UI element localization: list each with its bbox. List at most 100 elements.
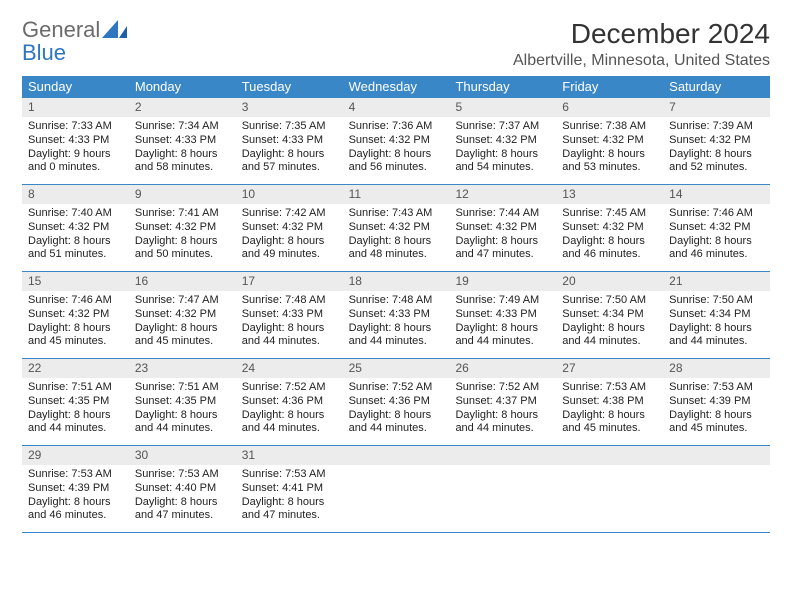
calendar-day-cell: [449, 446, 556, 532]
day-number: 13: [556, 185, 663, 204]
dow-tuesday: Tuesday: [236, 76, 343, 97]
day-body: Sunrise: 7:53 AMSunset: 4:41 PMDaylight:…: [236, 465, 343, 528]
sunset-text: Sunset: 4:34 PM: [562, 308, 657, 322]
day-body: Sunrise: 7:43 AMSunset: 4:32 PMDaylight:…: [343, 204, 450, 267]
sunrise-text: Sunrise: 7:46 AM: [28, 294, 123, 308]
daylight-text: Daylight: 8 hours and 46 minutes.: [28, 496, 123, 524]
day-body: Sunrise: 7:47 AMSunset: 4:32 PMDaylight:…: [129, 291, 236, 354]
sunset-text: Sunset: 4:39 PM: [28, 482, 123, 496]
calendar-day-cell: 20Sunrise: 7:50 AMSunset: 4:34 PMDayligh…: [556, 272, 663, 358]
calendar-day-cell: [556, 446, 663, 532]
calendar-grid: Sunday Monday Tuesday Wednesday Thursday…: [22, 76, 770, 533]
sunrise-text: Sunrise: 7:34 AM: [135, 120, 230, 134]
title-block: December 2024 Albertville, Minnesota, Un…: [513, 18, 770, 70]
day-body: [449, 465, 556, 525]
calendar-week-row: 22Sunrise: 7:51 AMSunset: 4:35 PMDayligh…: [22, 358, 770, 445]
sunset-text: Sunset: 4:32 PM: [28, 308, 123, 322]
sunrise-text: Sunrise: 7:41 AM: [135, 207, 230, 221]
month-title: December 2024: [513, 18, 770, 50]
calendar-day-cell: 30Sunrise: 7:53 AMSunset: 4:40 PMDayligh…: [129, 446, 236, 532]
calendar-day-cell: 24Sunrise: 7:52 AMSunset: 4:36 PMDayligh…: [236, 359, 343, 445]
day-number: [449, 446, 556, 465]
sunset-text: Sunset: 4:33 PM: [28, 134, 123, 148]
day-number: 30: [129, 446, 236, 465]
sunset-text: Sunset: 4:32 PM: [242, 221, 337, 235]
calendar-day-cell: 12Sunrise: 7:44 AMSunset: 4:32 PMDayligh…: [449, 185, 556, 271]
sunset-text: Sunset: 4:33 PM: [349, 308, 444, 322]
daylight-text: Daylight: 8 hours and 44 minutes.: [349, 409, 444, 437]
sunset-text: Sunset: 4:33 PM: [455, 308, 550, 322]
day-number: 19: [449, 272, 556, 291]
daylight-text: Daylight: 8 hours and 52 minutes.: [669, 148, 764, 176]
sunrise-text: Sunrise: 7:33 AM: [28, 120, 123, 134]
sunset-text: Sunset: 4:32 PM: [669, 134, 764, 148]
daylight-text: Daylight: 8 hours and 45 minutes.: [562, 409, 657, 437]
calendar-day-cell: 3Sunrise: 7:35 AMSunset: 4:33 PMDaylight…: [236, 98, 343, 184]
sunrise-text: Sunrise: 7:48 AM: [349, 294, 444, 308]
daylight-text: Daylight: 8 hours and 44 minutes.: [349, 322, 444, 350]
day-number: 24: [236, 359, 343, 378]
dow-saturday: Saturday: [663, 76, 770, 97]
day-body: Sunrise: 7:53 AMSunset: 4:38 PMDaylight:…: [556, 378, 663, 441]
daylight-text: Daylight: 8 hours and 44 minutes.: [669, 322, 764, 350]
page-header: General Blue December 2024 Albertville, …: [22, 18, 770, 70]
calendar-week-row: 1Sunrise: 7:33 AMSunset: 4:33 PMDaylight…: [22, 97, 770, 184]
day-number: 8: [22, 185, 129, 204]
daylight-text: Daylight: 8 hours and 57 minutes.: [242, 148, 337, 176]
sunset-text: Sunset: 4:32 PM: [455, 221, 550, 235]
day-number: 10: [236, 185, 343, 204]
sunrise-text: Sunrise: 7:43 AM: [349, 207, 444, 221]
day-body: Sunrise: 7:36 AMSunset: 4:32 PMDaylight:…: [343, 117, 450, 180]
day-body: Sunrise: 7:53 AMSunset: 4:39 PMDaylight:…: [663, 378, 770, 441]
day-number: 29: [22, 446, 129, 465]
sunset-text: Sunset: 4:32 PM: [669, 221, 764, 235]
day-body: Sunrise: 7:40 AMSunset: 4:32 PMDaylight:…: [22, 204, 129, 267]
day-body: Sunrise: 7:52 AMSunset: 4:36 PMDaylight:…: [343, 378, 450, 441]
daylight-text: Daylight: 8 hours and 44 minutes.: [455, 409, 550, 437]
sunset-text: Sunset: 4:35 PM: [135, 395, 230, 409]
sunset-text: Sunset: 4:33 PM: [135, 134, 230, 148]
sunrise-text: Sunrise: 7:52 AM: [242, 381, 337, 395]
sunset-text: Sunset: 4:38 PM: [562, 395, 657, 409]
day-body: Sunrise: 7:41 AMSunset: 4:32 PMDaylight:…: [129, 204, 236, 267]
day-number: [343, 446, 450, 465]
daylight-text: Daylight: 8 hours and 53 minutes.: [562, 148, 657, 176]
day-body: Sunrise: 7:50 AMSunset: 4:34 PMDaylight:…: [556, 291, 663, 354]
day-body: Sunrise: 7:52 AMSunset: 4:36 PMDaylight:…: [236, 378, 343, 441]
calendar-day-cell: 11Sunrise: 7:43 AMSunset: 4:32 PMDayligh…: [343, 185, 450, 271]
day-number: 26: [449, 359, 556, 378]
calendar-day-cell: 6Sunrise: 7:38 AMSunset: 4:32 PMDaylight…: [556, 98, 663, 184]
day-number: 27: [556, 359, 663, 378]
sunrise-text: Sunrise: 7:42 AM: [242, 207, 337, 221]
sunset-text: Sunset: 4:32 PM: [455, 134, 550, 148]
day-body: Sunrise: 7:51 AMSunset: 4:35 PMDaylight:…: [22, 378, 129, 441]
dow-wednesday: Wednesday: [343, 76, 450, 97]
day-number: 5: [449, 98, 556, 117]
sunset-text: Sunset: 4:32 PM: [135, 308, 230, 322]
sunset-text: Sunset: 4:34 PM: [669, 308, 764, 322]
calendar-day-cell: 27Sunrise: 7:53 AMSunset: 4:38 PMDayligh…: [556, 359, 663, 445]
calendar-day-cell: 28Sunrise: 7:53 AMSunset: 4:39 PMDayligh…: [663, 359, 770, 445]
sunrise-text: Sunrise: 7:50 AM: [669, 294, 764, 308]
daylight-text: Daylight: 8 hours and 46 minutes.: [562, 235, 657, 263]
day-number: 16: [129, 272, 236, 291]
calendar-week-row: 8Sunrise: 7:40 AMSunset: 4:32 PMDaylight…: [22, 184, 770, 271]
sunset-text: Sunset: 4:32 PM: [28, 221, 123, 235]
day-body: Sunrise: 7:33 AMSunset: 4:33 PMDaylight:…: [22, 117, 129, 180]
day-body: Sunrise: 7:48 AMSunset: 4:33 PMDaylight:…: [343, 291, 450, 354]
day-body: [663, 465, 770, 525]
calendar-day-cell: [343, 446, 450, 532]
day-number: 11: [343, 185, 450, 204]
sunrise-text: Sunrise: 7:37 AM: [455, 120, 550, 134]
logo-sail-icon: [102, 18, 128, 44]
calendar-week-row: 15Sunrise: 7:46 AMSunset: 4:32 PMDayligh…: [22, 271, 770, 358]
day-number: [556, 446, 663, 465]
day-body: Sunrise: 7:53 AMSunset: 4:40 PMDaylight:…: [129, 465, 236, 528]
calendar-day-cell: 5Sunrise: 7:37 AMSunset: 4:32 PMDaylight…: [449, 98, 556, 184]
day-number: 17: [236, 272, 343, 291]
day-number: 2: [129, 98, 236, 117]
calendar-day-cell: 8Sunrise: 7:40 AMSunset: 4:32 PMDaylight…: [22, 185, 129, 271]
day-number: 6: [556, 98, 663, 117]
sunrise-text: Sunrise: 7:39 AM: [669, 120, 764, 134]
calendar-day-cell: 31Sunrise: 7:53 AMSunset: 4:41 PMDayligh…: [236, 446, 343, 532]
